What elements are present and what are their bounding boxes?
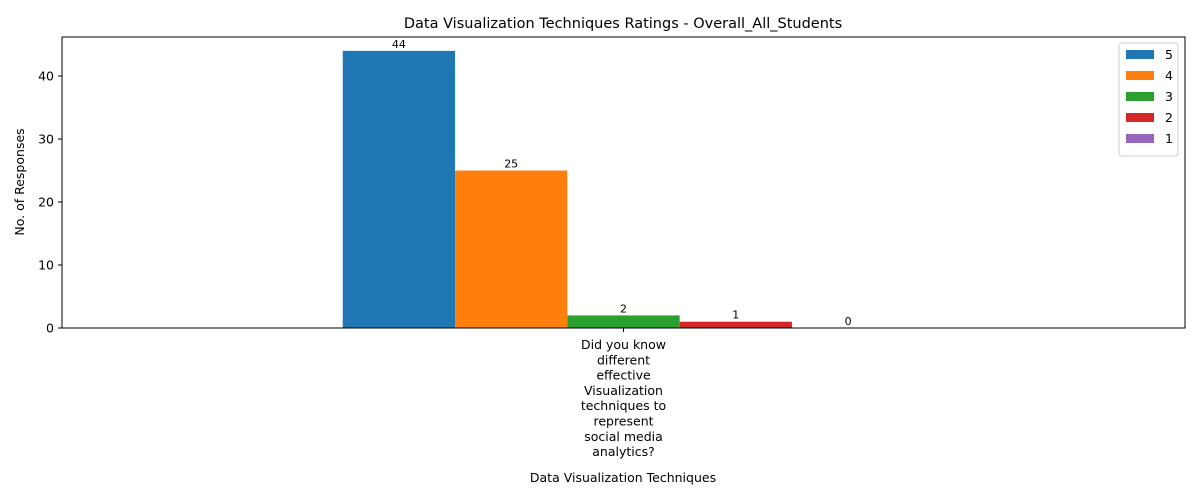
x-axis-label: Data Visualization Techniques: [530, 470, 716, 485]
bar-value-label: 2: [620, 302, 627, 315]
legend-swatch: [1126, 113, 1154, 122]
legend-swatch: [1126, 50, 1154, 59]
bar-rating-4: [455, 170, 568, 328]
bar-rating-2: [679, 321, 792, 328]
y-tick-label: 10: [38, 258, 54, 273]
bar-value-label: 25: [504, 158, 518, 171]
bar-rating-5: [342, 50, 456, 328]
y-tick-label: 0: [46, 321, 54, 336]
bar-value-label: 44: [392, 38, 406, 51]
y-tick-label: 40: [38, 69, 54, 84]
legend-swatch: [1126, 134, 1154, 143]
bar-group: [342, 50, 792, 328]
legend-swatch: [1126, 92, 1154, 101]
legend-label: 3: [1165, 89, 1173, 104]
y-axis-label: No. of Responses: [12, 128, 27, 235]
chart-title: Data Visualization Techniques Ratings - …: [404, 16, 842, 32]
plot-frame: [61, 36, 1186, 329]
legend-label: 5: [1165, 47, 1173, 62]
bar-rating-3: [567, 315, 680, 328]
y-tick-label: 30: [38, 132, 54, 147]
x-tick-label: Did you know different effective Visualizat…: [581, 337, 666, 459]
bar-value-label: 0: [845, 315, 852, 328]
legend: 5 4 3 2 1: [1118, 42, 1179, 157]
y-axis-ticks: 0 10 20 30 40: [38, 69, 62, 336]
bar-label-group: 44 25 2 1 0: [392, 38, 852, 328]
legend-label: 1: [1165, 131, 1173, 146]
x-axis-ticks: Did you know different effective Visualizat…: [581, 328, 666, 459]
y-tick-label: 20: [38, 195, 54, 210]
legend-swatch: [1126, 71, 1154, 80]
legend-label: 2: [1165, 110, 1173, 125]
legend-label: 4: [1165, 68, 1173, 83]
bar-value-label: 1: [732, 309, 739, 322]
